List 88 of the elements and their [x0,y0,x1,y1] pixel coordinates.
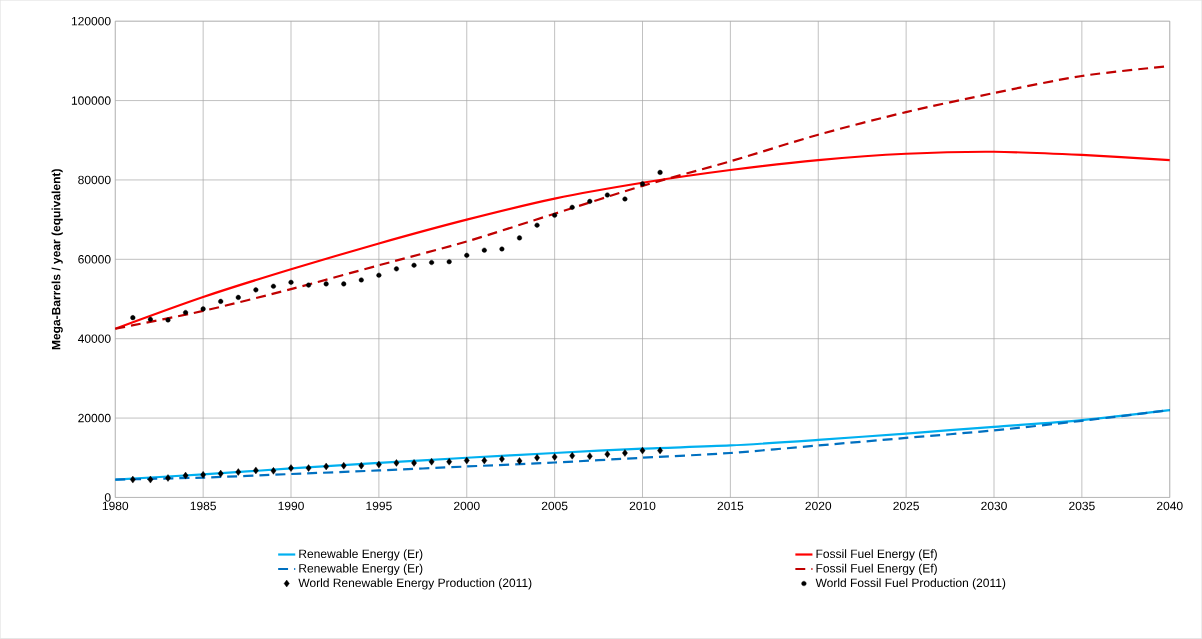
point [235,468,242,476]
point [200,471,206,479]
point [639,447,646,455]
point [165,317,171,323]
point [411,262,417,268]
point [604,450,611,459]
point [376,272,382,278]
point [551,453,558,461]
point [411,459,417,467]
point [288,464,294,472]
point [640,181,646,187]
x-tick-label: 1995 [366,501,392,511]
y-tick-label: 40000 [77,334,111,344]
x-tick-label: 1990 [278,501,304,511]
x-tick-label: 2035 [1069,501,1095,511]
line-series [114,409,1171,481]
point [481,247,487,253]
x-tick-label: 2015 [717,501,744,511]
x-tick-label: 2010 [629,501,656,511]
point [253,287,259,293]
point [147,476,154,484]
point [622,449,628,457]
point [516,457,523,465]
point [657,447,663,455]
point [499,246,505,252]
point [217,470,224,478]
point [130,315,136,321]
point [604,192,610,198]
legend-label: World Renewable Energy Production (2011) [298,578,532,590]
point [183,310,189,316]
x-tick-label: 2020 [805,501,832,511]
point [341,281,347,287]
x-tick-label: 2005 [541,501,568,511]
y-tick-label: 120000 [71,17,111,26]
point [429,260,435,266]
point [306,282,312,288]
x-tick-label: 2030 [981,501,1007,511]
point [552,212,558,218]
point [358,462,365,470]
point [358,277,364,283]
y-tick-label: 0 [104,493,111,502]
y-tick-label: 60000 [78,255,111,264]
point [516,235,522,241]
point [270,283,276,289]
legend-label: World Fossil Fuel Production (2011) [815,578,1006,590]
x-tick-label: 2000 [454,501,480,511]
point [463,456,470,465]
point [305,464,312,472]
point [587,199,593,205]
point [130,476,136,484]
legend-label: Renewable Energy (Er) [299,549,423,561]
point [622,196,628,202]
x-tick-label: 2025 [893,501,919,511]
y-tick-label: 100000 [71,96,111,105]
point [393,266,399,272]
point [147,316,153,322]
point [323,281,329,287]
line-series [114,150,1171,331]
point [393,459,400,467]
point [481,456,488,465]
point [165,474,171,482]
point [586,452,593,460]
point [446,458,453,466]
point [499,455,505,463]
legend-label: Renewable Energy (Er) [299,563,423,576]
point [288,279,294,285]
point [182,472,189,480]
point [270,467,277,475]
point [340,462,347,470]
point [218,299,224,305]
point [657,170,663,176]
point [569,204,575,210]
point [428,458,435,466]
legend-label: Fossil Fuel Energy (Ef) [816,563,937,576]
legend-label: Fossil Fuel Energy (Ef) [816,549,937,561]
y-tick-label: 20000 [78,413,111,423]
y-axis-title: Mega-Barrels / year (equivalent) [51,169,63,350]
point [534,222,540,228]
point [569,452,576,460]
point [235,295,241,301]
y-tick-label: 80000 [78,175,111,185]
x-tick-label: 2040 [1156,501,1183,511]
point [534,454,540,462]
point [446,259,452,265]
x-tick-label: 1980 [102,501,129,511]
x-tick-label: 1985 [190,501,216,511]
point [464,252,470,258]
point [200,306,206,312]
